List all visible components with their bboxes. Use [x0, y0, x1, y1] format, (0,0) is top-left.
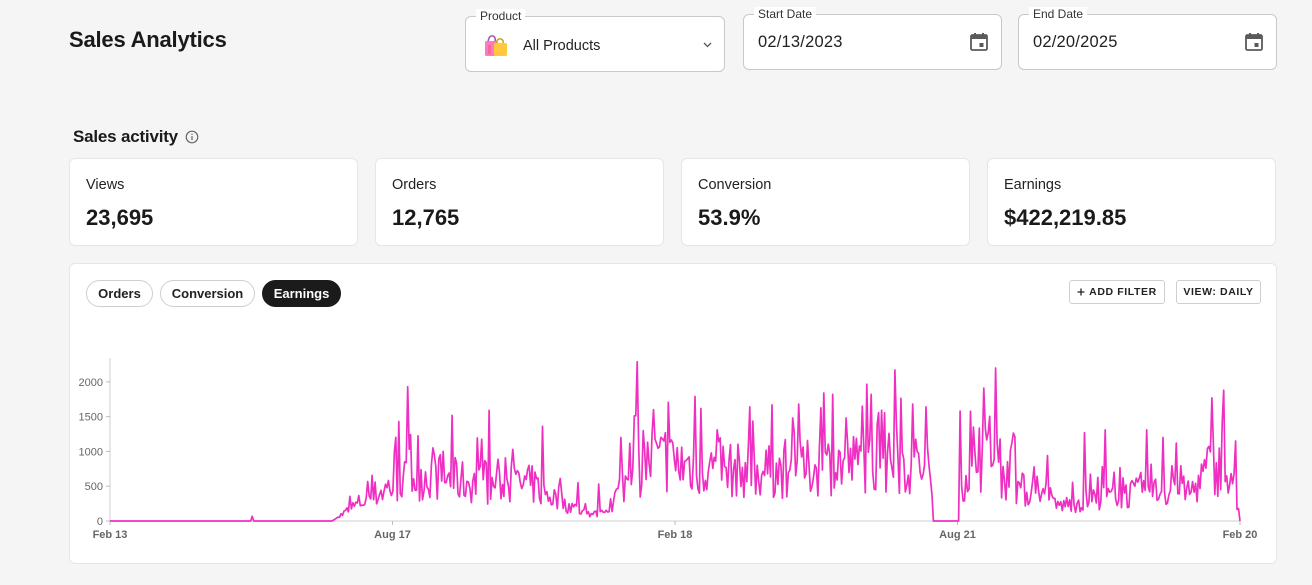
tab-earnings[interactable]: Earnings	[262, 280, 341, 307]
page-title: Sales Analytics	[69, 27, 227, 52]
chevron-down-icon[interactable]	[703, 42, 712, 48]
stat-card-earnings: Earnings $422,219.85	[987, 158, 1276, 246]
stat-label: Orders	[392, 177, 437, 193]
info-icon[interactable]	[185, 130, 199, 144]
y-tick-label: 2000	[79, 377, 103, 389]
x-tick-label: Feb 20	[1223, 529, 1258, 541]
stat-card-views: Views 23,695	[69, 158, 358, 246]
y-tick-label: 1500	[79, 412, 103, 424]
x-tick-label: Feb 18	[658, 529, 693, 541]
tab-orders[interactable]: Orders	[86, 280, 153, 307]
view-daily-button[interactable]: VIEW: DAILY	[1176, 280, 1261, 304]
section-title: Sales activity	[73, 127, 178, 146]
y-tick-label: 0	[97, 516, 103, 528]
x-tick-label: Aug 17	[374, 529, 411, 541]
product-select[interactable]: Product All Products	[465, 9, 725, 72]
chart-card: Orders Conversion Earnings ADD FILTER VI…	[69, 263, 1277, 564]
product-value: All Products	[523, 38, 601, 54]
stat-value: 53.9%	[698, 205, 761, 230]
stat-value: 23,695	[86, 205, 154, 230]
earnings-line-chart: 0 500 1000 1500 2000 Feb 13 Aug 17 Feb 18 Aug 21…	[79, 358, 1258, 541]
start-date-label: Start Date	[754, 7, 817, 21]
stat-value: $422,219.85	[1004, 205, 1127, 230]
plus-icon	[1077, 288, 1085, 295]
stat-card-orders: Orders 12,765	[375, 158, 664, 246]
product-label: Product	[476, 9, 526, 23]
end-date-input[interactable]: 02/20/2025	[1033, 33, 1118, 51]
tab-conversion[interactable]: Conversion	[160, 280, 255, 307]
shopping-bags-icon	[485, 35, 507, 56]
y-tick-label: 1000	[79, 446, 103, 458]
calendar-icon[interactable]	[969, 32, 989, 52]
start-date-field[interactable]: Start Date 02/13/2023	[743, 7, 1002, 70]
add-filter-button[interactable]: ADD FILTER	[1069, 280, 1165, 304]
x-tick-label: Aug 21	[939, 529, 976, 541]
end-date-field[interactable]: End Date 02/20/2025	[1018, 7, 1277, 70]
x-tick-label: Feb 13	[93, 529, 128, 541]
stat-label: Earnings	[1004, 177, 1062, 193]
series-line-earnings	[110, 360, 1241, 522]
calendar-icon[interactable]	[1244, 32, 1264, 52]
start-date-input[interactable]: 02/13/2023	[758, 33, 843, 51]
add-filter-label: ADD FILTER	[1089, 286, 1157, 298]
stat-label: Conversion	[698, 177, 772, 193]
stat-card-conversion: Conversion 53.9%	[681, 158, 970, 246]
stat-value: 12,765	[392, 205, 460, 230]
y-tick-label: 500	[85, 481, 103, 493]
stat-label: Views	[86, 177, 125, 193]
end-date-label: End Date	[1029, 7, 1088, 21]
